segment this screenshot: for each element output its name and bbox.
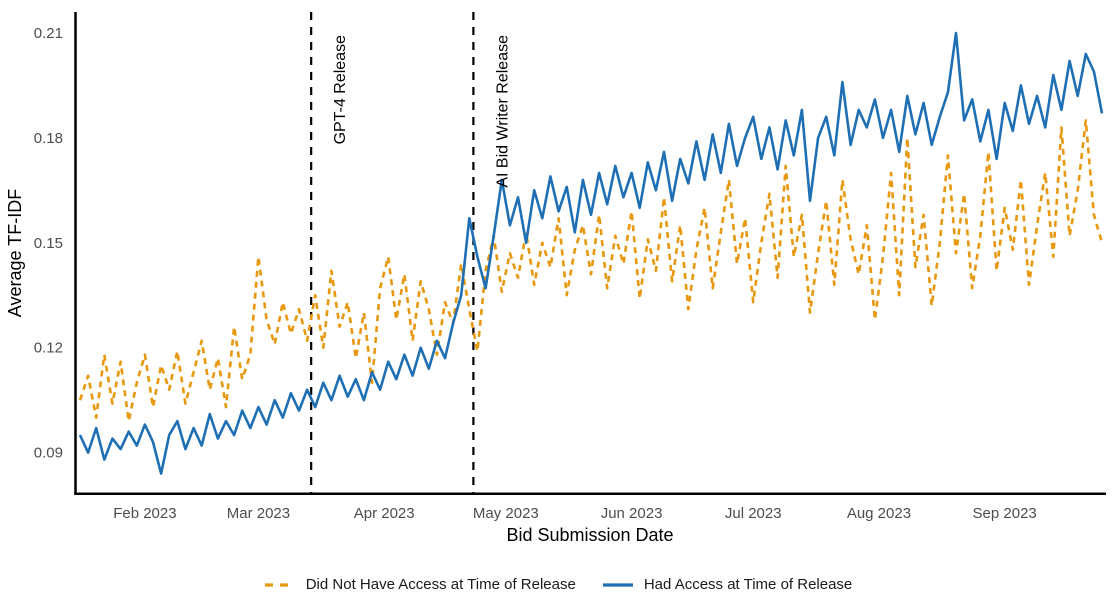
series-line-had-access	[78, 31, 1104, 475]
x-tick-label-3: May 2023	[473, 505, 539, 522]
legend-item-had-access: Had Access at Time of Release	[602, 576, 852, 593]
plot-svg: GPT-4 Release AI Bid Writer Release 0.090…	[5, 12, 1106, 545]
y-tick-label-3: 0.18	[34, 130, 63, 147]
x-tick-label-4: Jun 2023	[601, 505, 663, 522]
y-axis-title: Average TF-IDF	[5, 189, 25, 317]
legend-label-had-access: Had Access at Time of Release	[643, 576, 853, 593]
series-line-no-access	[78, 119, 1104, 423]
x-tick-labels: Feb 2023 Mar 2023 Apr 2023 May 2023 Jun 2023…	[113, 505, 1037, 522]
x-tick-label-0: Feb 2023	[113, 505, 176, 522]
release-annotation-label-0: GPT-4 Release	[332, 35, 349, 144]
y-tick-label-1: 0.12	[34, 340, 63, 357]
y-tick-label-0: 0.09	[34, 445, 63, 462]
series-lines	[78, 31, 1104, 475]
legend: Did Not Have Access at Time of Release H…	[0, 576, 1116, 593]
legend-label-no-access: Did Not Have Access at Time of Release	[305, 576, 576, 593]
release-annotations: GPT-4 Release AI Bid Writer Release	[332, 35, 511, 188]
release-annotation-label-1: AI Bid Writer Release	[494, 35, 511, 188]
x-tick-label-2: Apr 2023	[354, 505, 415, 522]
x-tick-label-7: Sep 2023	[973, 505, 1037, 522]
legend-key-dashed-icon	[264, 582, 295, 587]
x-tick-label-1: Mar 2023	[227, 505, 290, 522]
x-tick-label-5: Jul 2023	[725, 505, 782, 522]
y-tick-label-4: 0.21	[34, 25, 63, 42]
y-tick-label-2: 0.15	[34, 235, 63, 252]
y-tick-labels: 0.09 0.12 0.15 0.18 0.21	[34, 25, 63, 462]
x-tick-label-6: Aug 2023	[847, 505, 911, 522]
legend-item-no-access: Did Not Have Access at Time of Release	[264, 576, 576, 593]
x-axis-title: Bid Submission Date	[506, 525, 673, 545]
release-vlines	[310, 12, 475, 493]
legend-key-solid-icon	[602, 582, 633, 587]
